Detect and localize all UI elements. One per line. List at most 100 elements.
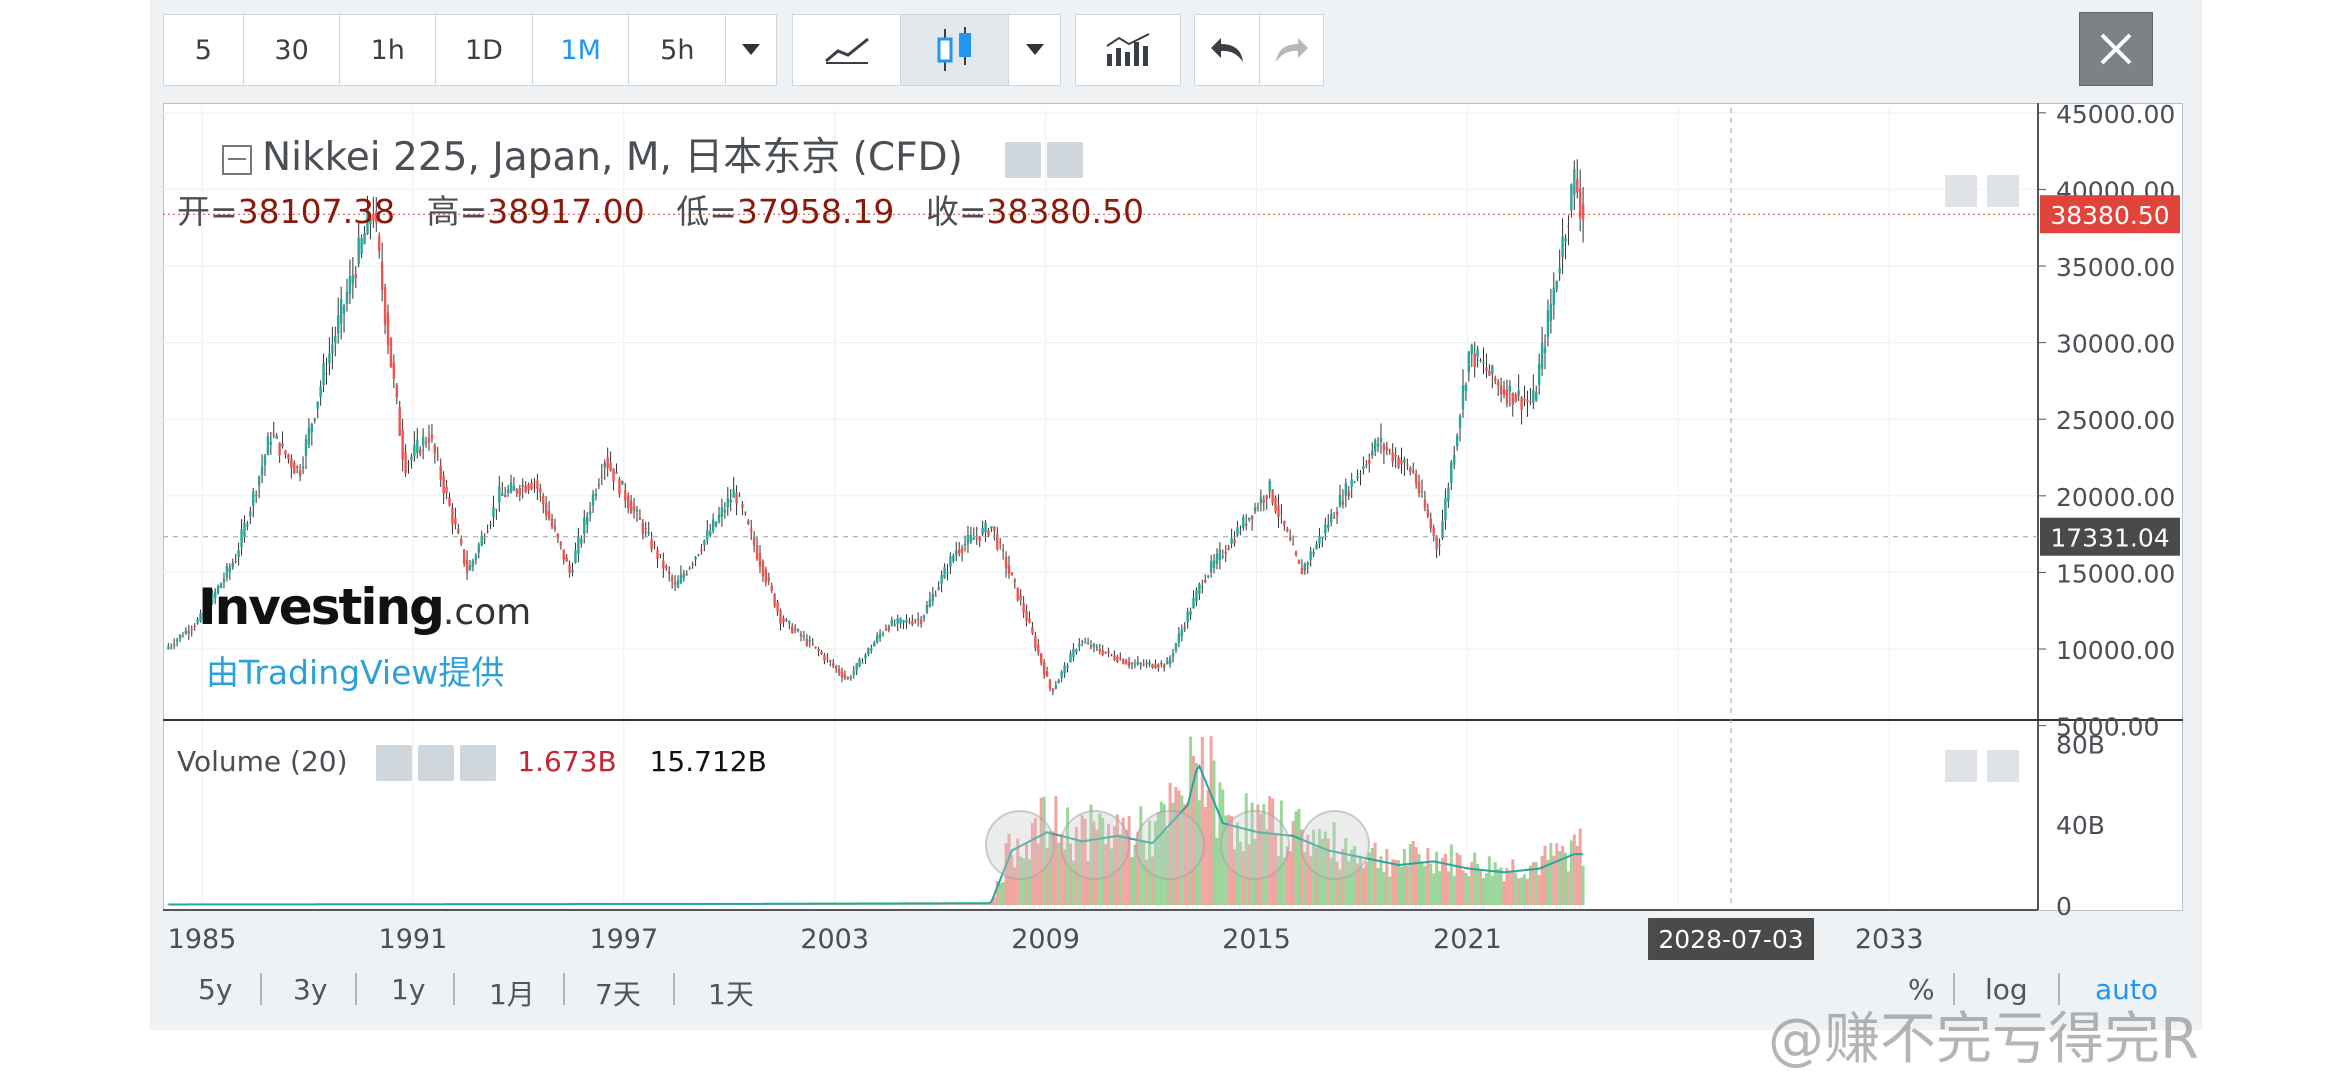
volume-bar: [1209, 736, 1213, 905]
candle-body: [1198, 583, 1201, 595]
candle-body: [413, 444, 416, 457]
volume-bar: [1218, 782, 1222, 905]
candle-body: [703, 540, 706, 546]
tradingview-credit[interactable]: 由TradingView提供: [206, 653, 505, 692]
candle-body: [993, 526, 996, 531]
candle-body: [1576, 178, 1579, 193]
interval-5-button[interactable]: 5: [164, 15, 244, 85]
gear-icon[interactable]: [418, 745, 455, 781]
redo-button[interactable]: [1260, 15, 1323, 85]
candle-body: [659, 554, 662, 556]
range-3y-button[interactable]: 3y: [293, 973, 328, 1006]
candle-body: [861, 662, 864, 664]
volume-bar: [1508, 871, 1512, 905]
candle-body: [518, 488, 522, 496]
candle-body: [1414, 472, 1418, 485]
candle-body: [530, 483, 533, 490]
candle-body: [676, 580, 680, 588]
pane-scroll-button: [1945, 750, 1977, 782]
candle-body: [222, 578, 226, 583]
candle-body: [1327, 524, 1330, 528]
candle-body: [747, 520, 750, 524]
interval-30-button[interactable]: 30: [244, 15, 341, 85]
volume-bar: [1376, 867, 1380, 905]
candle-body: [609, 462, 612, 471]
volume-bar: [1382, 872, 1386, 905]
volume-bar: [1534, 862, 1538, 905]
crosshair-date-badge-text: 2028-07-03: [1658, 925, 1803, 954]
range-1day-button[interactable]: 1天: [708, 978, 754, 1011]
candle-body: [228, 567, 232, 573]
volume-bar: [1575, 845, 1579, 905]
candle-body: [1154, 664, 1157, 669]
range-7day-button[interactable]: 7天: [595, 978, 641, 1011]
candle-body: [1045, 670, 1049, 677]
percent-scale-button[interactable]: %: [1908, 973, 1935, 1006]
collapse-icon[interactable]: [222, 144, 252, 175]
candle-body: [776, 602, 779, 612]
candle-body: [448, 497, 451, 506]
candle-body: [1499, 385, 1503, 395]
volume-bar: [1464, 872, 1468, 905]
log-scale-button[interactable]: log: [1985, 973, 2028, 1006]
eye-icon[interactable]: [1005, 141, 1042, 178]
candle-body: [360, 238, 363, 254]
candle-body: [1549, 303, 1553, 321]
candle-chart-button[interactable]: [901, 15, 1009, 85]
candle-body: [1552, 288, 1556, 305]
chart-style-dropdown-button[interactable]: [1009, 15, 1060, 85]
interval-dropdown-button[interactable]: [726, 15, 776, 85]
eye-icon[interactable]: [376, 745, 413, 781]
close-icon[interactable]: [460, 745, 497, 781]
candle-body: [416, 439, 419, 453]
interval-1h-button[interactable]: 1h: [340, 15, 437, 85]
gear-icon[interactable]: [1047, 141, 1084, 178]
range-5y-button[interactable]: 5y: [198, 973, 233, 1006]
chart-style-toolbar: [792, 14, 1061, 86]
candle-body: [1283, 520, 1286, 526]
candle-body: [272, 434, 275, 436]
candle-body: [1081, 641, 1084, 643]
interval-1m-button[interactable]: 1M: [533, 15, 630, 85]
candle-body: [237, 550, 240, 558]
candle-body: [257, 476, 261, 486]
candle-body: [996, 534, 999, 549]
volume-bar: [1045, 848, 1049, 905]
volume-bar: [1197, 800, 1201, 905]
candle-body: [1163, 664, 1166, 668]
candle-body: [322, 362, 325, 386]
candle-body: [1054, 685, 1058, 689]
candle-body: [668, 571, 671, 575]
line-chart-button[interactable]: [793, 15, 901, 85]
candle-body: [1060, 671, 1063, 679]
candle-body: [225, 566, 229, 578]
candle-body: [685, 573, 688, 575]
interval-5h-button[interactable]: 5h: [629, 15, 727, 85]
volume-bar: [1203, 806, 1207, 905]
volume-bar: [1341, 848, 1345, 905]
time-tick-label: 1997: [589, 924, 658, 955]
volume-bar: [1074, 826, 1078, 905]
volume-bar: [1335, 861, 1339, 905]
indicators-button[interactable]: [1076, 15, 1180, 85]
candle-body: [290, 458, 293, 468]
interval-1d-button[interactable]: 1D: [436, 15, 533, 85]
range-1month-button[interactable]: 1月: [489, 978, 535, 1011]
close-button[interactable]: [2079, 12, 2153, 86]
candle-body: [254, 494, 258, 496]
range-1y-button[interactable]: 1y: [391, 973, 426, 1006]
candle-body: [501, 493, 504, 496]
volume-bar: [1136, 831, 1140, 905]
candle-body: [1204, 580, 1207, 583]
candle-body: [454, 518, 457, 525]
undo-button[interactable]: [1195, 15, 1260, 85]
candle-body: [1095, 646, 1099, 648]
volume-bar: [1525, 878, 1529, 905]
candle-body: [779, 610, 782, 624]
candle-body: [304, 439, 308, 457]
candle-body: [468, 565, 472, 571]
volume-bar: [1247, 844, 1251, 905]
auto-scale-button[interactable]: auto: [2095, 973, 2159, 1006]
indicators-toolbar: [1075, 14, 1181, 86]
